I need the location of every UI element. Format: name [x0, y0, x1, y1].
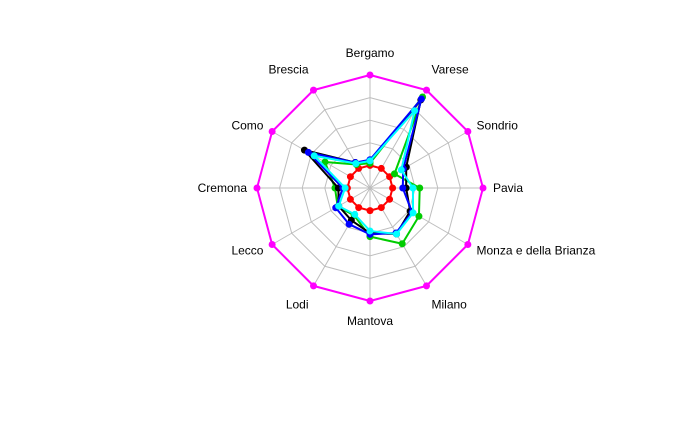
axis-label: Sondrio	[477, 119, 519, 133]
data-point	[479, 184, 487, 192]
data-point	[464, 128, 472, 135]
grid-spoke	[369, 131, 469, 189]
data-point	[393, 230, 401, 238]
grid-spoke	[369, 89, 427, 189]
data-point	[398, 240, 406, 248]
grid-spoke	[313, 187, 371, 287]
data-point	[464, 241, 472, 248]
grid-spoke	[313, 89, 371, 189]
series-1	[343, 161, 397, 215]
data-point	[417, 95, 425, 103]
data-point	[416, 184, 424, 192]
axis-label: Lecco	[231, 244, 263, 258]
series-5	[310, 107, 419, 238]
data-point	[345, 220, 353, 228]
data-point	[304, 148, 312, 156]
data-point	[366, 71, 374, 79]
data-point	[341, 184, 349, 192]
axis-label: Mantova	[347, 314, 393, 328]
axis-label: Brescia	[268, 63, 308, 77]
axis-label: Bergamo	[346, 46, 395, 60]
data-point	[355, 204, 363, 212]
radar-series-group	[253, 71, 487, 305]
data-point	[423, 86, 430, 94]
axis-label: Milano	[432, 297, 468, 311]
data-point	[346, 195, 354, 203]
axis-label: Como	[231, 119, 263, 133]
data-point	[310, 282, 317, 290]
data-point	[411, 107, 419, 115]
data-point	[409, 184, 417, 192]
axis-label: Cremona	[198, 181, 248, 195]
data-point	[346, 173, 354, 181]
data-point	[366, 157, 374, 165]
grid-spoke	[271, 187, 371, 245]
data-point	[352, 160, 360, 168]
axis-labels: Bergamo Varese Sondrio Pavia Monza e della B…	[198, 46, 596, 328]
data-point	[415, 212, 423, 220]
data-point	[310, 152, 318, 160]
axis-label: Monza e della Brianza	[477, 244, 596, 258]
data-point	[366, 227, 374, 235]
data-point	[377, 204, 385, 212]
axis-label: Pavia	[493, 181, 523, 195]
grid-spoke	[271, 131, 371, 189]
data-point	[397, 166, 405, 174]
data-point	[389, 184, 397, 192]
data-point	[253, 184, 261, 192]
data-point	[268, 241, 276, 248]
series-0	[253, 71, 487, 305]
data-point	[310, 86, 317, 94]
data-point	[409, 209, 417, 217]
data-point	[386, 195, 394, 203]
radar-grid	[256, 74, 484, 302]
data-point	[377, 164, 385, 172]
data-point	[335, 202, 343, 210]
data-point	[268, 128, 276, 135]
data-point	[423, 282, 430, 290]
data-point	[390, 170, 398, 178]
data-point	[351, 210, 359, 218]
axis-label: Lodi	[286, 297, 309, 311]
axis-label: Varese	[432, 63, 469, 77]
data-point	[366, 207, 374, 215]
data-point	[399, 184, 407, 192]
data-point	[366, 297, 374, 305]
